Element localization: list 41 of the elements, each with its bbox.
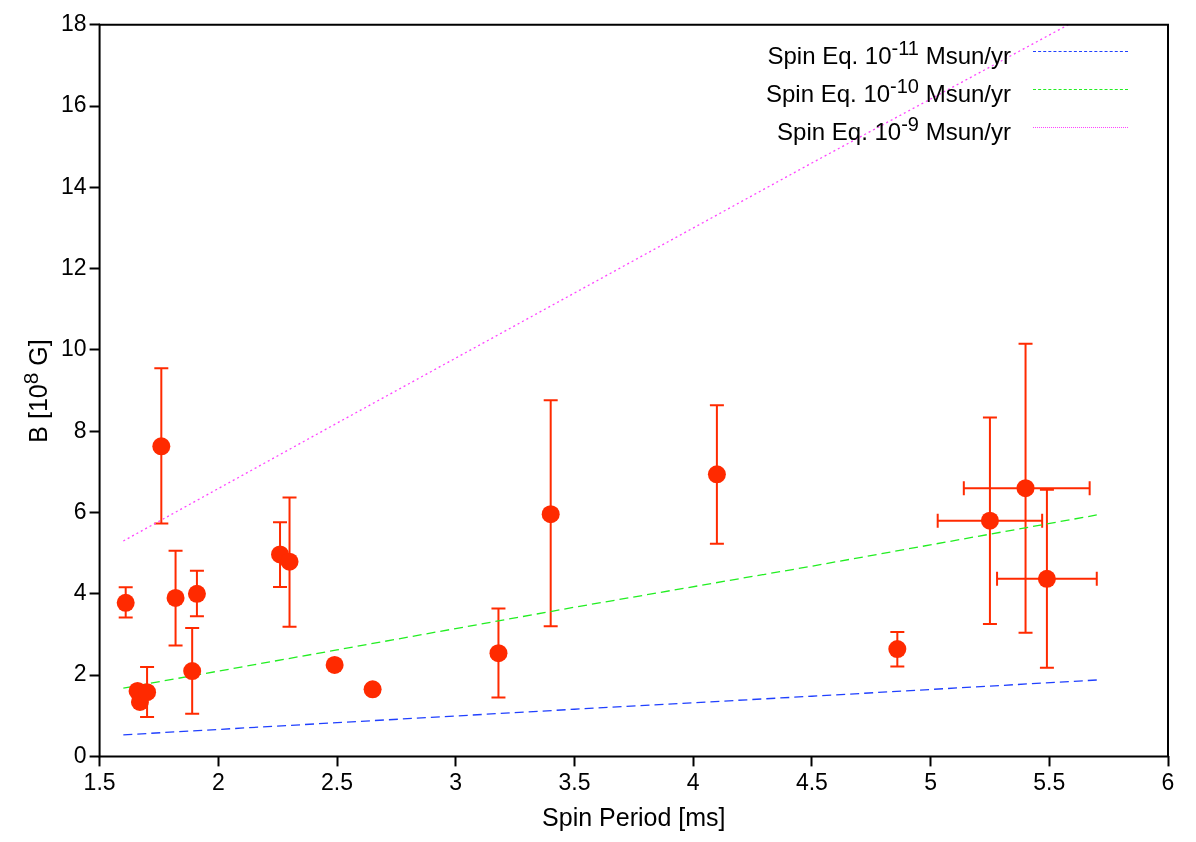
point [1016, 479, 1035, 498]
y-tick-label: 16 [60, 91, 87, 118]
y-tick-label: 14 [60, 172, 87, 199]
x-tick-label: 6 [1161, 768, 1175, 795]
x-tick-label: 5.5 [1033, 768, 1066, 795]
point [280, 552, 299, 571]
point [183, 662, 202, 681]
point [980, 511, 999, 530]
point [489, 644, 508, 663]
legend-label: Spin Eq. 10$^{-11}$ Msun/yr [767, 35, 1011, 71]
line-series [122, 679, 1098, 736]
x-tick-label: 4.5 [795, 768, 828, 795]
x-tick-label: 2 [211, 768, 225, 795]
point [1037, 569, 1056, 588]
point [363, 680, 382, 699]
point [541, 505, 560, 524]
x-tick-label: 4 [686, 768, 700, 795]
x-axis-title: Spin Period [ms] [542, 802, 726, 831]
point [325, 655, 344, 674]
point [166, 588, 185, 607]
point [152, 437, 171, 456]
y-tick-label: 8 [73, 416, 87, 443]
x-tick-label: 3.5 [558, 768, 591, 795]
y-tick-label: 0 [73, 741, 87, 768]
point [187, 584, 206, 603]
y-tick-label: 2 [73, 660, 87, 687]
legend-label: Spin Eq. 10$^{-10}$ Msun/yr [765, 73, 1011, 109]
x-tick-label: 1.5 [83, 768, 116, 795]
x-tick-label: 3 [449, 768, 463, 795]
y-tick-label: 12 [60, 254, 87, 281]
x-tick-label: 2.5 [321, 768, 353, 795]
y-tick-label: 6 [73, 497, 87, 524]
line-series [122, 514, 1098, 689]
point [888, 640, 907, 659]
legend-label: Spin Eq. 10$^{-9}$ Msun/yr [777, 111, 1011, 147]
y-tick-label: 4 [73, 579, 87, 606]
y-tick-label: 10 [60, 335, 87, 362]
x-tick-label: 5 [924, 768, 937, 795]
point [707, 465, 726, 484]
point [116, 593, 135, 612]
y-tick-label: 18 [60, 10, 87, 37]
